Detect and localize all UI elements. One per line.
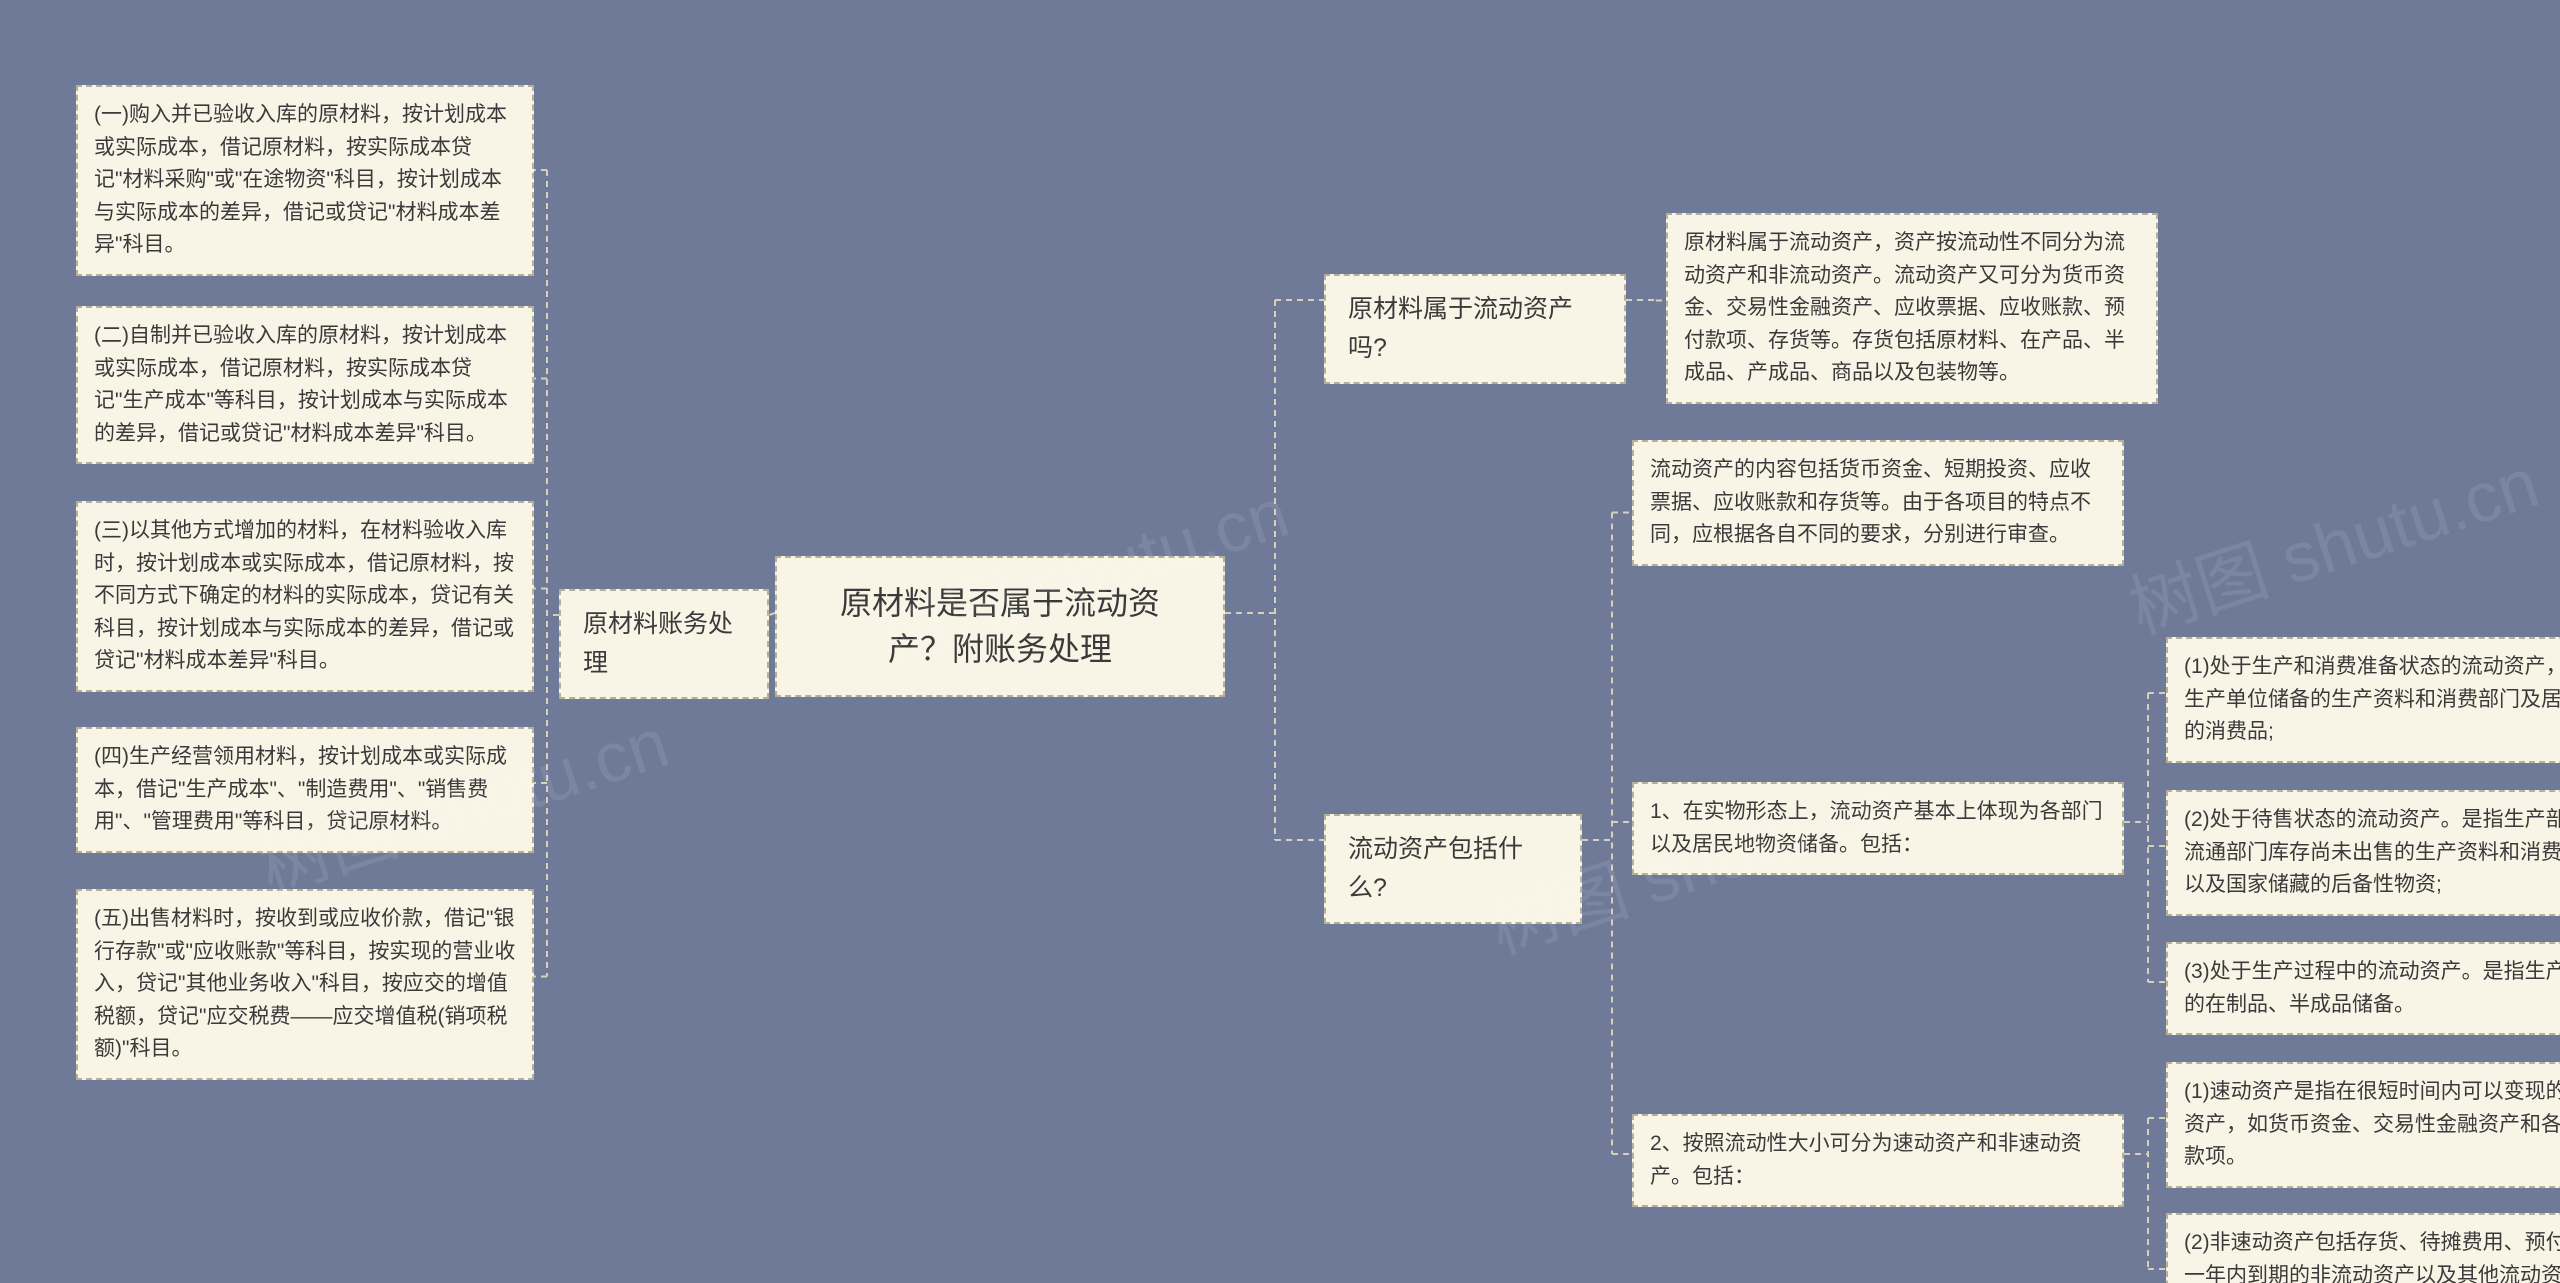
- watermark-3: 树图 shutu.cn: [2115, 427, 2550, 654]
- right-branch-0: 原材料属于流动资产吗?: [1324, 274, 1626, 384]
- right-1-child-1-g-2: (3)处于生产过程中的流动资产。是指生产单位的在制品、半成品储备。: [2166, 942, 2560, 1035]
- left-leaf-1: (二)自制并已验收入库的原材料，按计划成本或实际成本，借记原材料，按实际成本贷记…: [76, 306, 534, 464]
- right-1-child-2: 2、按照流动性大小可分为速动资产和非速动资产。包括：: [1632, 1114, 2124, 1207]
- left-leaf-3: (四)生产经营领用材料，按计划成本或实际成本，借记"生产成本"、"制造费用"、"…: [76, 727, 534, 853]
- root-node: 原材料是否属于流动资产？附账务处理: [775, 556, 1225, 697]
- left-branch: 原材料账务处理: [559, 589, 769, 699]
- left-leaf-0: (一)购入并已验收入库的原材料，按计划成本或实际成本，借记原材料，按实际成本贷记…: [76, 85, 534, 276]
- right-1-child-1-g-0: (1)处于生产和消费准备状态的流动资产，是指生产单位储备的生产资料和消费部门及居…: [2166, 637, 2560, 763]
- right-branch-1: 流动资产包括什么?: [1324, 814, 1582, 924]
- left-leaf-2: (三)以其他方式增加的材料，在材料验收入库时，按计划成本或实际成本，借记原材料，…: [76, 501, 534, 692]
- right-1-child-1-g-1: (2)处于待售状态的流动资产。是指生产部门和流通部门库存尚未出售的生产资料和消费…: [2166, 790, 2560, 916]
- left-leaf-4: (五)出售材料时，按收到或应收价款，借记"银行存款"或"应收账款"等科目，按实现…: [76, 889, 534, 1080]
- right-1-child-2-g-1: (2)非速动资产包括存货、待摊费用、预付款、一年内到期的非流动资产以及其他流动资…: [2166, 1213, 2560, 1283]
- right-1-child-2-g-0: (1)速动资产是指在很短时间内可以变现的流动资产，如货币资金、交易性金融资产和各…: [2166, 1062, 2560, 1188]
- right-1-child-1: 1、在实物形态上，流动资产基本上体现为各部门以及居民地物资储备。包括：: [1632, 782, 2124, 875]
- right-0-child-0: 原材料属于流动资产，资产按流动性不同分为流动资产和非流动资产。流动资产又可分为货…: [1666, 213, 2158, 404]
- right-1-child-0: 流动资产的内容包括货币资金、短期投资、应收票据、应收账款和存货等。由于各项目的特…: [1632, 440, 2124, 566]
- root-label: 原材料是否属于流动资产？附账务处理: [840, 585, 1160, 667]
